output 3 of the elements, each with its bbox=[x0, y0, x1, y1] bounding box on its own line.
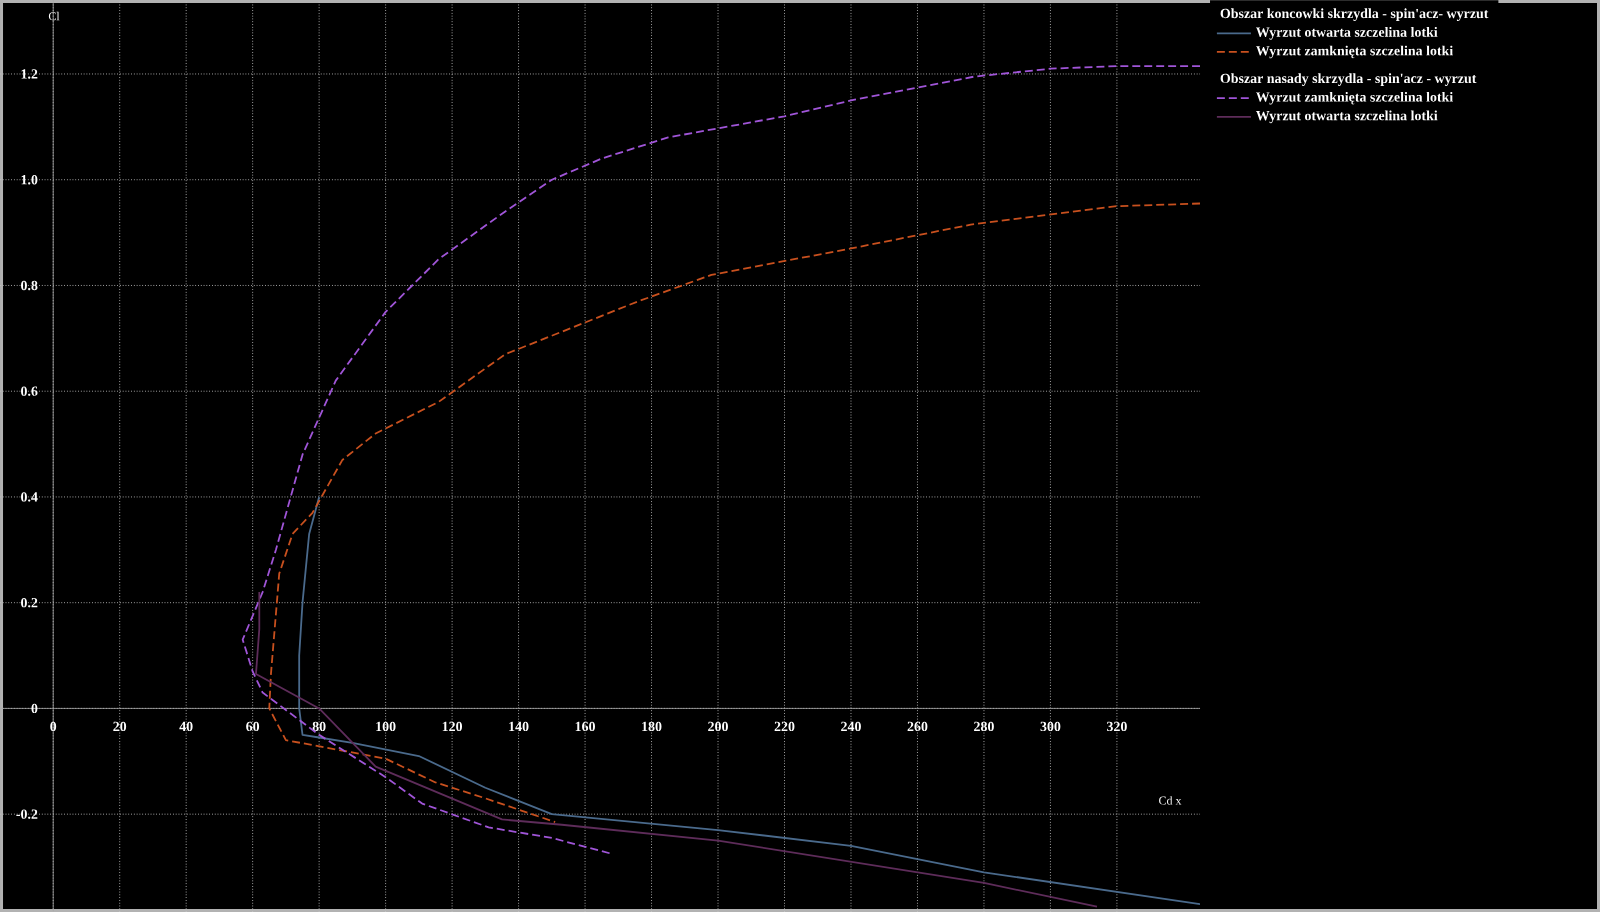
line-series bbox=[298, 496, 1201, 905]
line-series bbox=[241, 65, 1201, 855]
line-series bbox=[268, 202, 1201, 823]
